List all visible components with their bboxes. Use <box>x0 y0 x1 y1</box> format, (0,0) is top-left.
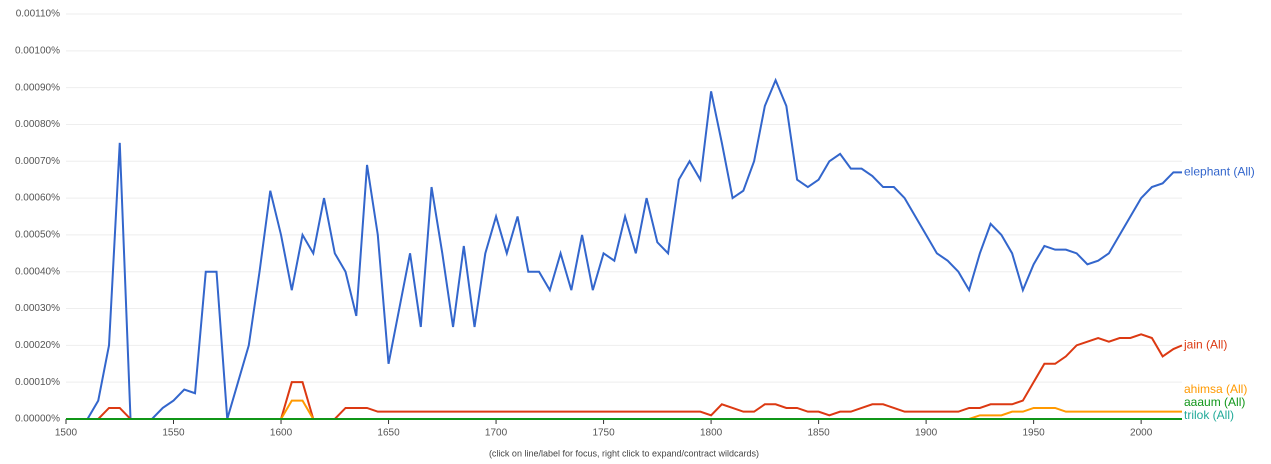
y-tick-label: 0.00100% <box>15 45 60 56</box>
x-tick-label: 1550 <box>162 428 185 439</box>
x-tick-label: 1900 <box>915 428 938 439</box>
x-tick-label: 1500 <box>55 428 78 439</box>
x-tick-label: 1950 <box>1023 428 1046 439</box>
footnote: (click on line/label for focus, right cl… <box>489 448 759 458</box>
x-tick-label: 1650 <box>377 428 400 439</box>
legend-label: trilok (All) <box>1184 408 1234 422</box>
y-tick-label: 0.00070% <box>15 156 60 167</box>
y-tick-label: 0.00030% <box>15 303 60 314</box>
x-tick-label: 1850 <box>807 428 830 439</box>
series-line <box>66 333 1183 420</box>
y-tick-label: 0.00000% <box>15 414 60 425</box>
legend-label: jain (All) <box>1183 338 1227 352</box>
y-tick-label: 0.00110% <box>16 9 60 20</box>
legend-label: elephant (All) <box>1184 164 1255 178</box>
x-tick-label: 2000 <box>1130 428 1153 439</box>
y-tick-label: 0.00010% <box>15 377 60 388</box>
y-tick-label: 0.00090% <box>15 82 60 93</box>
y-tick-label: 0.00040% <box>15 266 60 277</box>
legend-label: ahimsa (All) <box>1184 382 1247 396</box>
y-tick-label: 0.00080% <box>15 119 60 130</box>
x-tick-label: 1700 <box>485 428 508 439</box>
x-tick-label: 1750 <box>592 428 615 439</box>
x-tick-label: 1600 <box>270 428 293 439</box>
x-tick-label: 1800 <box>700 428 723 439</box>
legend-label: aaaum (All) <box>1184 395 1245 409</box>
y-tick-label: 0.00050% <box>15 230 60 241</box>
y-tick-label: 0.00060% <box>15 193 60 204</box>
series-line <box>66 77 1182 420</box>
y-tick-label: 0.00020% <box>15 340 60 351</box>
